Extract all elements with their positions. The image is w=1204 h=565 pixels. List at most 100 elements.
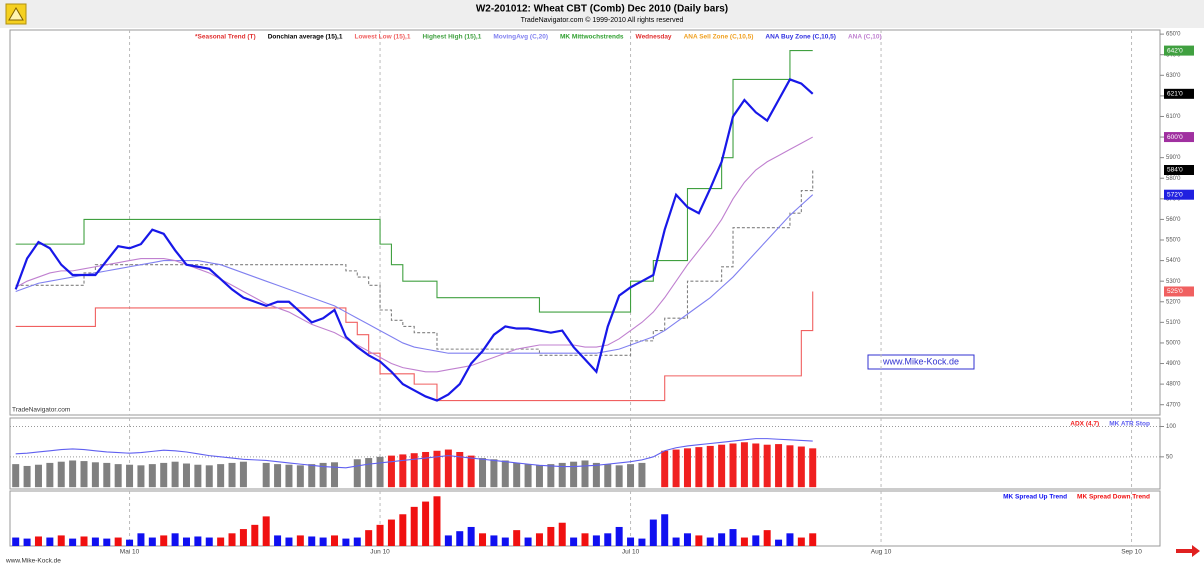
bar <box>46 537 54 546</box>
bar <box>775 444 783 488</box>
series-line <box>15 194 814 354</box>
bar <box>683 533 691 546</box>
bar <box>718 444 726 488</box>
bar <box>353 459 361 488</box>
value-tag-label: 600'0 <box>1167 134 1183 141</box>
bar <box>797 446 805 488</box>
bar <box>649 519 657 546</box>
legend-label: MK ATR Stop <box>1109 421 1150 428</box>
bar <box>57 535 65 546</box>
bar <box>479 533 487 546</box>
bar <box>479 458 487 488</box>
bar <box>570 537 578 546</box>
bar <box>592 462 600 488</box>
bar <box>239 461 247 488</box>
legend-label: MK Spread Down Trend <box>1077 494 1150 501</box>
bar <box>365 458 373 488</box>
bar <box>661 450 669 488</box>
bar <box>752 443 760 488</box>
bar <box>12 464 20 488</box>
legend-label: Donchian average (15),1 <box>268 34 343 41</box>
bar <box>137 533 145 546</box>
bar <box>342 538 350 546</box>
bar <box>581 533 589 546</box>
bar <box>182 463 190 488</box>
value-tag <box>1164 45 1194 56</box>
watermark: www.Mike-Kock.de <box>882 356 959 366</box>
bar <box>285 464 293 488</box>
bar <box>160 462 168 488</box>
bar <box>194 536 202 546</box>
value-tag-label: 584'0 <box>1167 167 1183 174</box>
bar <box>695 447 703 488</box>
value-tag <box>1164 286 1194 297</box>
bar <box>410 453 418 488</box>
bar <box>547 526 555 546</box>
bar <box>171 533 179 546</box>
bar <box>308 536 316 546</box>
bar <box>513 530 521 546</box>
bar <box>433 450 441 488</box>
bar <box>444 535 452 546</box>
y-tick-label: 650'0 <box>1166 32 1181 38</box>
bar <box>786 533 794 546</box>
bar <box>558 462 566 488</box>
bar <box>376 524 384 546</box>
y-tick-label: 580'0 <box>1166 176 1181 182</box>
bar <box>387 519 395 546</box>
x-tick-label: Mai 10 <box>120 549 140 556</box>
bar <box>513 462 521 488</box>
bar <box>80 461 88 488</box>
legend-label: MK Mittwochstrends <box>560 34 624 41</box>
logo <box>5 3 27 25</box>
bar <box>422 451 430 488</box>
bar <box>91 462 99 488</box>
series-line <box>15 136 813 373</box>
bar <box>399 454 407 488</box>
bar <box>80 536 88 546</box>
bar <box>740 537 748 546</box>
legend-label: ANA (C,10) <box>848 34 882 41</box>
bar <box>57 461 65 488</box>
bar <box>69 460 77 488</box>
bar <box>217 537 225 546</box>
value-tag <box>1164 165 1194 175</box>
bar <box>775 539 783 546</box>
legend-label: *Seasonal Trend (T) <box>195 34 256 41</box>
bar <box>296 535 304 546</box>
bar <box>46 462 54 488</box>
header-bar <box>0 0 1204 28</box>
bar <box>501 537 509 546</box>
x-tick-label: Sep 10 <box>1121 549 1142 556</box>
bar <box>285 537 293 546</box>
bar <box>752 535 760 546</box>
y-tick-label: 540'0 <box>1166 258 1181 264</box>
bar <box>239 529 247 546</box>
bar <box>706 537 714 546</box>
legend-label: Wednesday <box>636 34 672 41</box>
bar <box>558 522 566 546</box>
bar <box>627 464 635 488</box>
bar <box>570 461 578 488</box>
bar <box>148 537 156 546</box>
bar <box>535 465 543 488</box>
bar <box>308 464 316 488</box>
bar <box>535 533 543 546</box>
bar <box>387 455 395 488</box>
y-tick-label: 500'0 <box>1166 341 1181 347</box>
bar <box>729 443 737 488</box>
bar <box>296 465 304 488</box>
bar <box>456 531 464 546</box>
bar <box>604 464 612 488</box>
y-tick-label: 470'0 <box>1166 402 1181 408</box>
scroll-arrow[interactable] <box>1176 545 1200 557</box>
legend-label: ANA Sell Zone (C,10,5) <box>684 34 754 41</box>
bar <box>319 462 327 488</box>
chart-subtitle: TradeNavigator.com © 1999-2010 All right… <box>521 16 684 24</box>
bar <box>23 465 31 488</box>
bar <box>604 533 612 546</box>
bar <box>194 464 202 488</box>
legend-label: Highest High (15),1 <box>422 34 481 41</box>
y-tick-label: 490'0 <box>1166 361 1181 367</box>
